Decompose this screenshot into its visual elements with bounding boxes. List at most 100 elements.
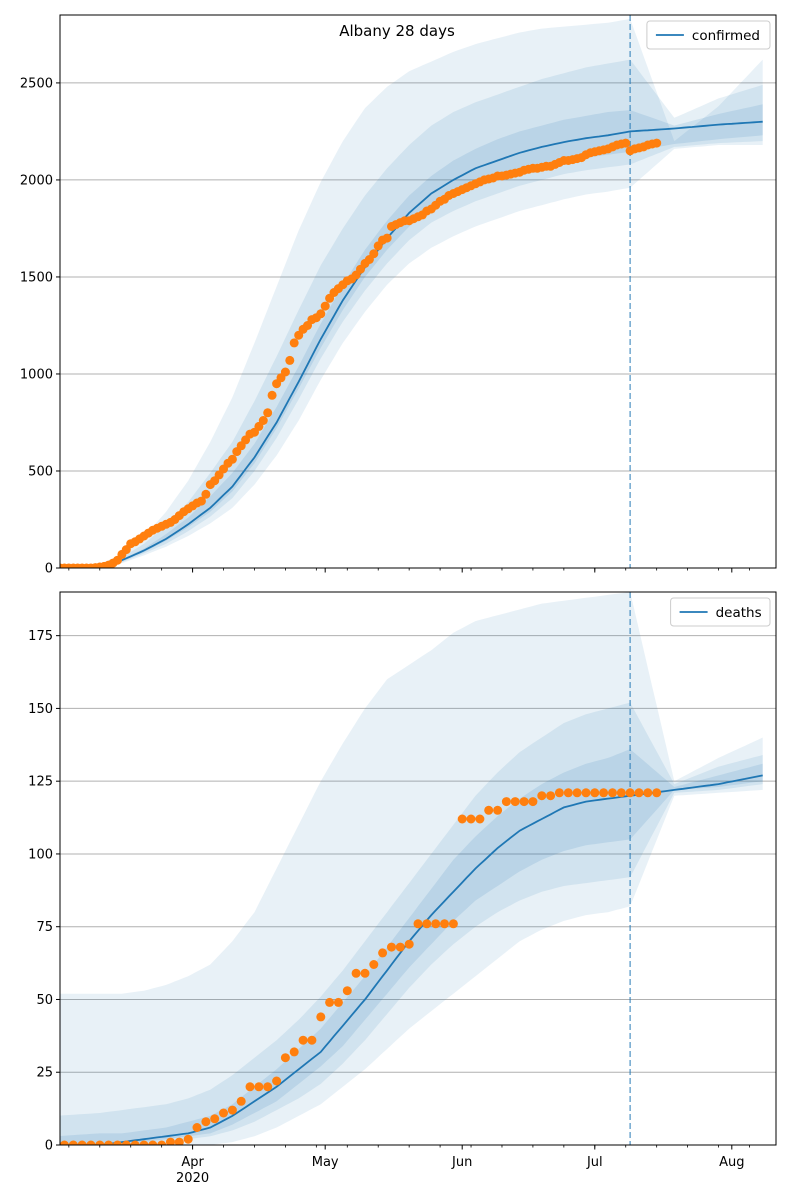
y-tick-label: 0	[45, 1139, 53, 1154]
data-point	[254, 1082, 264, 1092]
legend-box	[670, 597, 771, 627]
legend-box	[646, 20, 771, 50]
data-point	[245, 1082, 255, 1092]
y-tick-label: 2500	[20, 76, 53, 91]
data-point	[590, 788, 600, 798]
y-tick-label: 100	[28, 847, 53, 862]
data-point	[227, 1105, 237, 1115]
data-point	[387, 942, 396, 952]
data-point	[621, 138, 631, 148]
data-point	[501, 797, 511, 807]
data-point	[652, 788, 662, 798]
data-point	[130, 1140, 140, 1145]
data-point	[174, 1137, 184, 1145]
uncertainty-band	[60, 702, 763, 1145]
data-point	[219, 1108, 228, 1118]
data-point	[183, 1134, 193, 1144]
data-point	[320, 301, 330, 311]
data-point	[210, 1114, 220, 1124]
data-point	[519, 797, 529, 807]
data-point	[625, 788, 635, 798]
data-point	[448, 919, 458, 929]
axes-frame	[59, 14, 777, 569]
data-point	[289, 1047, 299, 1057]
data-point	[484, 805, 494, 815]
y-tick-label: 150	[28, 702, 53, 717]
data-point	[643, 788, 653, 798]
data-point	[236, 1096, 246, 1106]
data-point	[316, 1012, 326, 1022]
x-tick-label: Jun	[451, 1155, 472, 1170]
axes-frame	[59, 591, 777, 1146]
data-point	[457, 814, 467, 824]
data-point	[201, 489, 211, 499]
data-point	[325, 997, 335, 1007]
y-tick-label: 50	[36, 993, 53, 1008]
data-point	[201, 1117, 211, 1127]
data-point	[258, 416, 268, 425]
data-point	[157, 1140, 167, 1145]
figure-title: Albany 28 days	[339, 22, 455, 40]
data-point	[422, 919, 432, 929]
x-tick-label: Apr	[181, 1155, 204, 1170]
y-tick-label: 500	[28, 464, 53, 479]
x-tick-label: Jul	[586, 1155, 603, 1170]
uncertainty-band	[60, 59, 763, 568]
data-point	[86, 1140, 96, 1145]
data-point	[196, 496, 206, 506]
data-point	[267, 390, 277, 400]
legend-label: deaths	[716, 605, 762, 621]
data-point	[475, 814, 485, 824]
data-point	[510, 797, 520, 807]
uncertainty-band	[60, 104, 763, 568]
data-point	[192, 1123, 202, 1132]
data-point	[608, 788, 617, 798]
data-point	[616, 788, 626, 798]
data-point	[263, 408, 273, 418]
y-tick-label: 1500	[20, 270, 53, 285]
data-point	[431, 919, 441, 929]
legend-label: confirmed	[692, 28, 760, 44]
y-tick-label: 0	[45, 562, 53, 577]
y-tick-label: 1000	[20, 367, 53, 382]
data-point	[351, 968, 361, 978]
data-point	[77, 1140, 87, 1145]
data-point	[378, 948, 388, 958]
uncertainty-band	[60, 592, 763, 1145]
data-point	[227, 454, 237, 464]
data-point	[280, 1053, 290, 1063]
data-point	[369, 960, 379, 969]
x-tick-label: May	[312, 1155, 339, 1170]
data-point	[307, 1035, 317, 1045]
data-point	[272, 1076, 282, 1086]
data-point	[121, 1140, 131, 1145]
plot-area	[60, 15, 776, 568]
data-point	[382, 233, 392, 243]
data-point	[572, 788, 582, 798]
data-point	[68, 1140, 78, 1145]
y-tick-label: 175	[28, 629, 53, 644]
data-point	[599, 788, 609, 798]
data-point	[139, 1140, 149, 1145]
data-point	[466, 814, 476, 824]
data-point	[537, 791, 547, 801]
y-tick-label: 125	[28, 775, 53, 790]
data-point	[280, 367, 290, 377]
data-point	[263, 1082, 273, 1092]
x-tick-sublabel: 2020	[176, 1171, 209, 1186]
data-point	[369, 249, 379, 259]
data-point	[104, 1140, 114, 1145]
data-point	[148, 1140, 158, 1145]
data-point	[528, 797, 538, 807]
data-point	[413, 919, 423, 929]
data-point	[581, 788, 591, 798]
data-point	[298, 1035, 308, 1045]
y-tick-label: 75	[36, 920, 53, 935]
data-point	[342, 986, 352, 996]
data-point	[360, 968, 370, 978]
data-point	[554, 788, 564, 798]
data-point	[634, 788, 644, 798]
data-point	[493, 805, 503, 815]
data-point	[60, 1140, 69, 1145]
